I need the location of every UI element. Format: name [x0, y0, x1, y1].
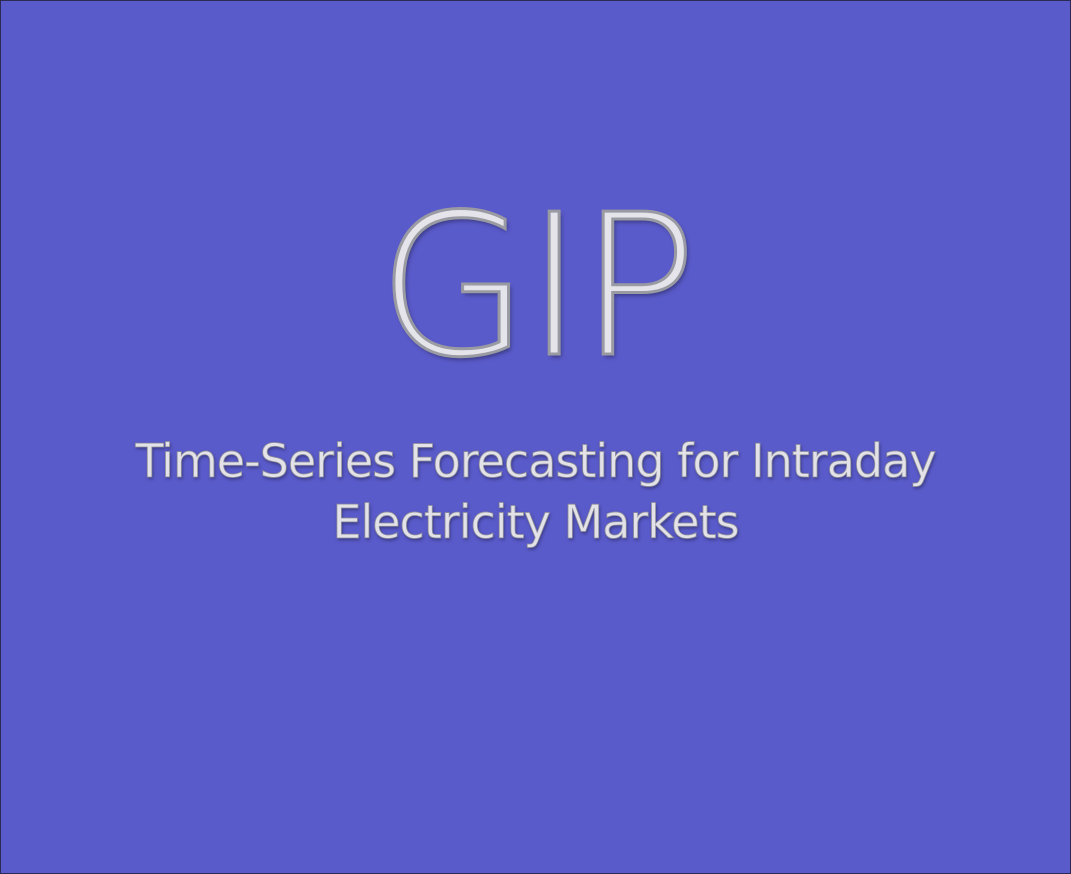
- logo-title: GIP: [376, 173, 699, 401]
- subtitle: Time-Series Forecasting for Intraday Ele…: [1, 431, 1070, 553]
- subtitle-line-2: Electricity Markets: [332, 495, 740, 550]
- subtitle-line-1: Time-Series Forecasting for Intraday: [135, 434, 937, 489]
